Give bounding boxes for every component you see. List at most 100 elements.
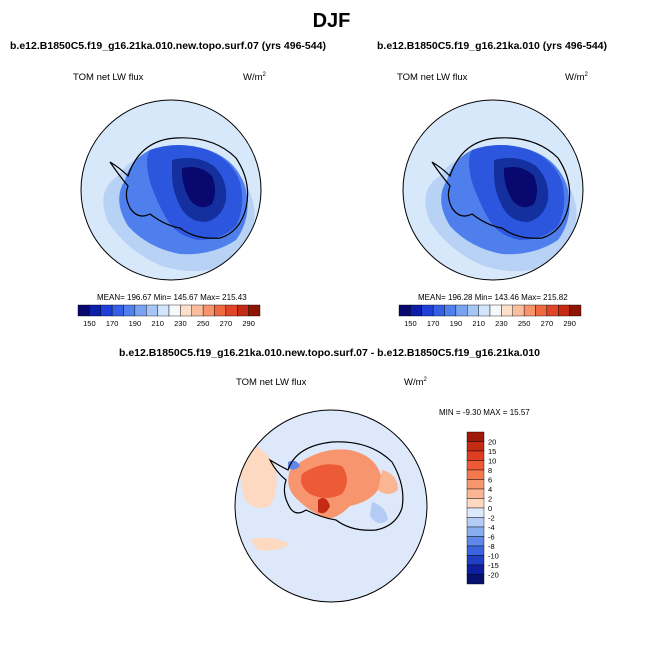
colorbar-swatch xyxy=(410,304,422,317)
colorbar-tick-label: 8 xyxy=(488,466,492,475)
colorbar-swatch xyxy=(398,304,411,317)
colorbar-tick-label: 150 xyxy=(404,319,417,328)
diff-field-pos-south xyxy=(250,537,290,551)
colorbar-tick-label: 230 xyxy=(495,319,508,328)
colorbar-tick-label: -15 xyxy=(488,561,499,570)
colorbar-swatch xyxy=(466,488,485,499)
diff-field-max xyxy=(318,498,330,514)
colorbar-swatch xyxy=(467,304,479,317)
diff-field-pos-high xyxy=(301,464,347,498)
colorbar-tick-label: 250 xyxy=(518,319,531,328)
colorbar-tick-label: 230 xyxy=(174,319,187,328)
map2-coastline xyxy=(431,137,571,239)
colorbar-swatch xyxy=(180,304,192,317)
colorbar-swatch xyxy=(111,304,124,317)
colorbar-swatch xyxy=(466,441,485,452)
colorbar-swatch xyxy=(146,304,158,317)
panel2-stats: MEAN= 196.28 Min= 143.46 Max= 215.82 xyxy=(418,293,568,302)
colorbar-tick-label: 290 xyxy=(242,319,255,328)
colorbar-swatch xyxy=(478,304,491,317)
colorbar-swatch xyxy=(455,304,468,317)
colorbar-swatch xyxy=(466,460,485,471)
colorbar-swatch xyxy=(466,555,485,566)
diff-coastline xyxy=(268,441,404,531)
colorbar-tick-label: 150 xyxy=(83,319,96,328)
map2-field-min xyxy=(504,167,537,208)
colorbar-swatch xyxy=(535,304,548,317)
colorbar-swatch xyxy=(546,304,559,317)
colorbar-tick-label: 10 xyxy=(488,457,496,466)
map-panel-diff xyxy=(234,409,428,603)
colorbar-tick-label: 270 xyxy=(220,319,233,328)
colorbar-tick-label: 20 xyxy=(488,438,496,447)
colorbar-panel-1: 150 170 190 210 230 250 270 290 xyxy=(77,304,261,328)
page-title: DJF xyxy=(312,10,351,32)
colorbar-swatch xyxy=(191,304,204,317)
colorbar-tick-label: 190 xyxy=(450,319,463,328)
diff-variable: TOM net LW flux xyxy=(236,377,307,388)
colorbar-tick-label: 270 xyxy=(541,319,554,328)
map-panel-2 xyxy=(402,99,584,281)
colorbar-tick-label: 170 xyxy=(427,319,440,328)
colorbar-swatch xyxy=(466,517,485,528)
colorbar-swatch xyxy=(444,304,457,317)
map1-field-min xyxy=(182,167,215,208)
colorbar-tick-label: -10 xyxy=(488,552,499,561)
colorbar-swatch xyxy=(225,304,238,317)
colorbar-tick-label: 2 xyxy=(488,495,492,504)
colorbar-swatch xyxy=(134,304,147,317)
colorbar-tick-label: 290 xyxy=(563,319,576,328)
colorbar-tick-label: -2 xyxy=(488,514,495,523)
colorbar-swatch xyxy=(100,304,113,317)
map-panel-1 xyxy=(80,99,262,281)
colorbar-swatch xyxy=(466,536,485,547)
colorbar-swatch xyxy=(248,304,261,317)
diff-case-label: b.e12.B1850C5.f19_g16.21ka.010.new.topo.… xyxy=(119,347,541,359)
colorbar-tick-label: 190 xyxy=(129,319,142,328)
colorbar-swatch xyxy=(466,564,485,575)
colorbar-swatch xyxy=(168,304,181,317)
colorbar-swatch xyxy=(466,431,485,442)
colorbar-tick-label: 15 xyxy=(488,447,496,456)
colorbar-tick-label: 210 xyxy=(151,319,164,328)
diff-stats: MIN = -9.30 MAX = 15.57 xyxy=(439,408,530,417)
panel1-stats: MEAN= 196.67 Min= 145.67 Max= 215.43 xyxy=(97,293,247,302)
colorbar-tick-label: 6 xyxy=(488,476,492,485)
colorbar-swatch xyxy=(466,526,485,537)
colorbar-swatch xyxy=(501,304,513,317)
colorbar-tick-label: -8 xyxy=(488,542,495,551)
panel2-variable: TOM net LW flux xyxy=(397,72,468,83)
diff-field-pos-east xyxy=(378,470,398,494)
colorbar-swatch xyxy=(421,304,434,317)
map1-coastline xyxy=(109,137,249,239)
colorbar-swatch xyxy=(466,507,485,518)
colorbar-swatch xyxy=(512,304,525,317)
colorbar-swatch xyxy=(202,304,215,317)
panel1-case-label: b.e12.B1850C5.f19_g16.21ka.010.new.topo.… xyxy=(10,40,326,52)
colorbar-tick-label: 0 xyxy=(488,504,492,513)
colorbar-tick-label: -6 xyxy=(488,533,495,542)
colorbar-swatch xyxy=(123,304,136,317)
colorbar-swatch xyxy=(77,304,90,317)
colorbar-tick-label: -4 xyxy=(488,523,495,532)
panel2-units: W/m2 xyxy=(565,72,588,84)
colorbar-swatch xyxy=(466,479,485,490)
colorbar-tick-label: 4 xyxy=(488,485,492,494)
colorbar-swatch xyxy=(237,304,249,317)
colorbar-swatch xyxy=(157,304,170,317)
colorbar-swatch xyxy=(466,545,485,556)
colorbar-tick-label: -20 xyxy=(488,571,499,580)
colorbar-swatch xyxy=(89,304,101,317)
colorbar-swatch xyxy=(432,304,445,317)
colorbar-tick-label: 170 xyxy=(106,319,119,328)
diff-units: W/m2 xyxy=(404,377,427,389)
colorbar-tick-label: 210 xyxy=(472,319,485,328)
colorbar-swatch xyxy=(466,450,485,461)
colorbar-swatch xyxy=(489,304,502,317)
colorbar-swatch xyxy=(466,498,485,509)
panel2-case-label: b.e12.B1850C5.f19_g16.21ka.010 (yrs 496-… xyxy=(377,40,607,52)
diff-field-neg xyxy=(370,502,388,524)
colorbar-swatch xyxy=(569,304,582,317)
panel1-units: W/m2 xyxy=(243,72,266,84)
